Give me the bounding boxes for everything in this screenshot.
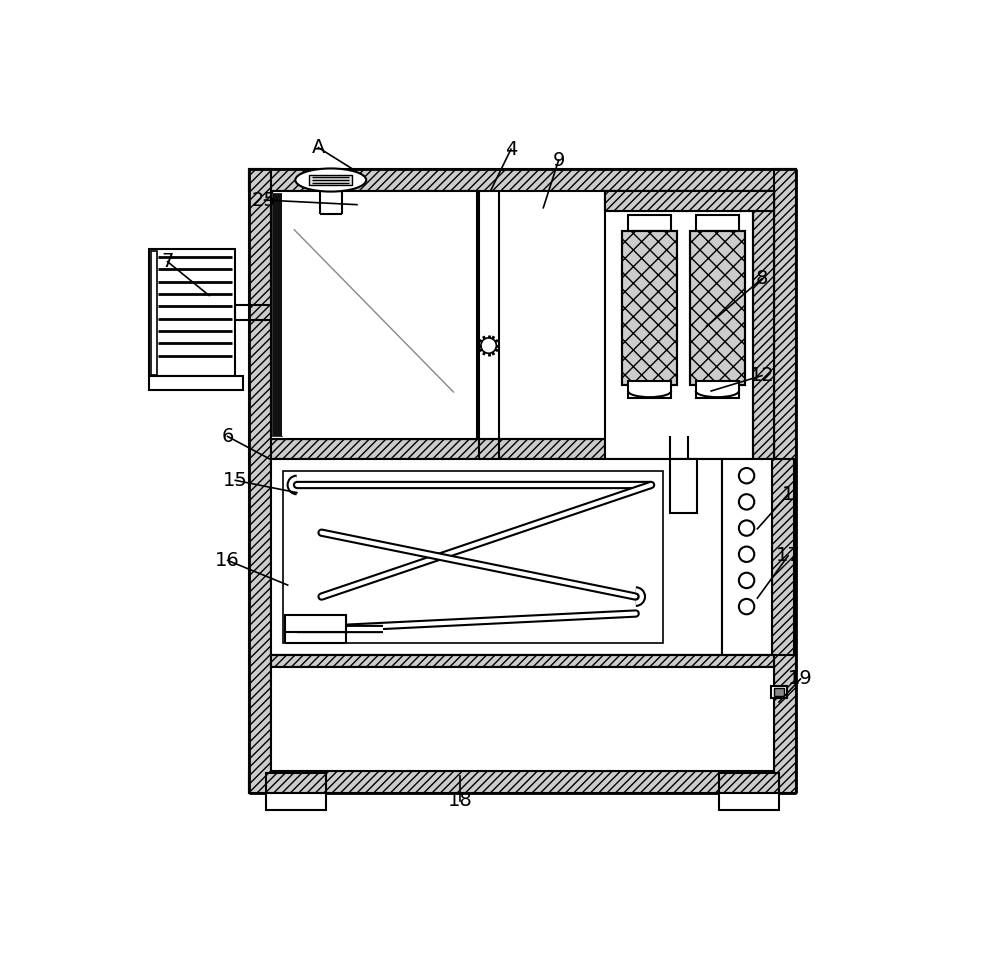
Bar	[774, 689, 784, 695]
Bar	[605, 191, 774, 459]
Circle shape	[481, 338, 496, 354]
Bar	[771, 686, 787, 698]
Text: 18: 18	[448, 791, 473, 810]
Bar	[271, 438, 774, 459]
Bar	[605, 191, 774, 210]
Bar	[249, 169, 796, 191]
Bar	[719, 793, 779, 809]
Bar	[249, 771, 796, 793]
Bar	[622, 231, 677, 385]
Text: 7: 7	[161, 252, 174, 271]
Bar	[282, 193, 285, 436]
Text: 17: 17	[776, 546, 801, 565]
Bar	[283, 471, 663, 643]
Bar	[266, 793, 326, 809]
Bar	[628, 215, 671, 231]
Bar	[772, 459, 794, 656]
Bar	[249, 169, 271, 793]
Bar	[309, 174, 352, 185]
Bar	[149, 249, 235, 376]
Text: 6: 6	[221, 427, 234, 446]
Text: 16: 16	[215, 551, 240, 570]
Text: 8: 8	[756, 269, 768, 288]
Ellipse shape	[295, 169, 366, 192]
Bar	[271, 191, 477, 438]
Bar	[696, 381, 739, 398]
Bar	[151, 251, 157, 375]
Bar	[271, 459, 722, 656]
Bar	[272, 193, 282, 436]
Text: 12: 12	[750, 366, 774, 385]
Text: 1: 1	[782, 485, 794, 504]
Text: 9: 9	[553, 151, 565, 169]
Text: 4: 4	[505, 139, 517, 159]
Bar	[696, 215, 739, 231]
Bar	[266, 773, 326, 793]
Bar	[271, 667, 774, 771]
Text: 19: 19	[788, 669, 813, 689]
Bar	[753, 191, 774, 459]
Bar	[622, 231, 677, 385]
Bar	[690, 231, 745, 385]
Bar	[670, 459, 697, 512]
Bar	[690, 231, 745, 385]
Bar	[628, 381, 671, 398]
Bar	[285, 615, 346, 632]
Bar	[722, 459, 772, 656]
Bar	[719, 773, 779, 793]
Text: 25: 25	[252, 191, 277, 209]
Text: 15: 15	[223, 470, 248, 490]
Bar	[774, 169, 796, 793]
Bar	[149, 376, 243, 391]
Bar	[271, 656, 774, 667]
Text: A: A	[312, 138, 325, 157]
